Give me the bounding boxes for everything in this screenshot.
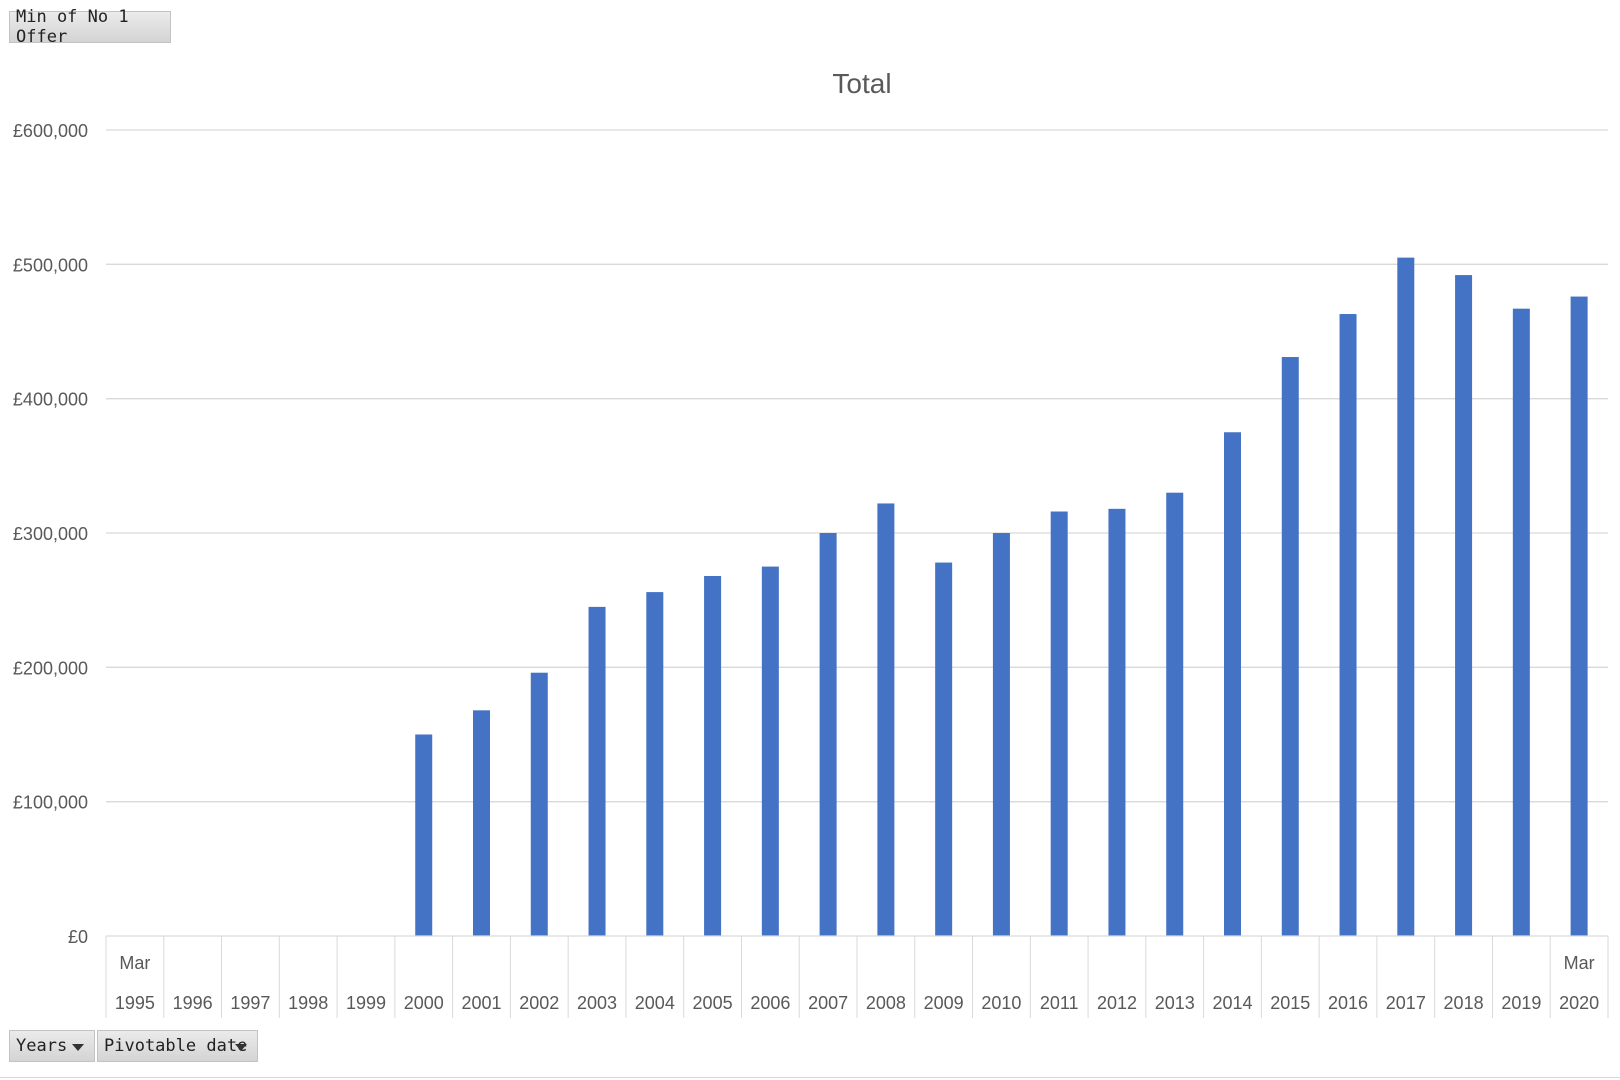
y-tick-label: £400,000: [13, 390, 88, 410]
bar-2012: [1108, 508, 1126, 936]
x-sub-label: Mar: [1564, 953, 1595, 973]
bar-2004: [646, 592, 664, 936]
x-tick-label: 2011: [1040, 993, 1079, 1013]
y-tick-label: £300,000: [13, 524, 88, 544]
bar-2010: [992, 533, 1010, 936]
bar-2016: [1339, 314, 1357, 937]
bar-2013: [1166, 492, 1184, 936]
x-tick-label: 1997: [230, 993, 270, 1013]
bar-2006: [761, 566, 779, 936]
y-tick-label: £0: [68, 927, 88, 947]
y-tick-label: £600,000: [13, 121, 88, 141]
y-axis-ticks: £0 £100,000 £200,000 £300,000 £400,000 £500,0…: [13, 121, 88, 947]
x-tick-label: 2007: [808, 993, 848, 1013]
bar-2018: [1455, 275, 1473, 937]
x-sub-label: Mar: [119, 953, 150, 973]
value-field-label: Min of No 1 Offer: [16, 7, 129, 47]
years-field-label: Years: [16, 1036, 68, 1056]
x-tick-label: 2012: [1097, 993, 1137, 1013]
x-tick-label: 2020: [1559, 993, 1599, 1013]
bar-2015: [1281, 357, 1299, 937]
x-tick-label: 2008: [866, 993, 906, 1013]
bar-2007: [819, 533, 837, 936]
x-tick-label: 2002: [519, 993, 559, 1013]
bar-2011: [1050, 511, 1068, 936]
x-tick-label: 2010: [981, 993, 1021, 1013]
gridlines: [106, 129, 1608, 803]
bar-2009: [935, 562, 953, 936]
sheet-divider: [0, 1077, 1620, 1078]
dropdown-arrow-icon[interactable]: [235, 1044, 247, 1051]
x-tick-label: 1995: [115, 993, 155, 1013]
bar-2000: [415, 734, 433, 936]
pivotable-date-field-button[interactable]: Pivotable date: [97, 1030, 258, 1062]
years-field-button[interactable]: Years: [9, 1030, 95, 1062]
bars: [415, 257, 1588, 937]
bar-2003: [588, 606, 606, 936]
bar-2002: [530, 672, 548, 936]
x-tick-label: 2004: [635, 993, 675, 1013]
y-tick-label: £200,000: [13, 658, 88, 678]
pivotable-date-field-label: Pivotable date: [104, 1036, 248, 1056]
chart-title: Total: [832, 68, 891, 99]
x-tick-label: 2015: [1270, 993, 1310, 1013]
bar-2019: [1512, 308, 1530, 936]
bar-2017: [1397, 257, 1415, 936]
bar-2008: [877, 503, 895, 936]
bar-2001: [473, 710, 490, 936]
x-tick-label: 1998: [288, 993, 328, 1013]
x-tick-label: 2006: [750, 993, 790, 1013]
x-tick-label: 2005: [693, 993, 733, 1013]
value-field-button[interactable]: Min of No 1 Offer: [9, 7, 171, 47]
x-tick-label: 1999: [346, 993, 386, 1013]
bar-2020: [1570, 296, 1588, 936]
bar-2014: [1224, 432, 1241, 936]
y-tick-label: £500,000: [13, 255, 88, 275]
x-tick-label: 2003: [577, 993, 617, 1013]
x-tick-label: 2000: [404, 993, 444, 1013]
x-tick-label: 2016: [1328, 993, 1368, 1013]
x-tick-label: 2018: [1444, 993, 1484, 1013]
x-tick-label: 2009: [924, 993, 964, 1013]
x-tick-label: 2013: [1155, 993, 1195, 1013]
x-tick-label: 2001: [461, 993, 501, 1013]
y-tick-label: £100,000: [13, 793, 88, 813]
x-tick-label: 2017: [1386, 993, 1426, 1013]
x-tick-label: 2014: [1212, 993, 1252, 1013]
dropdown-arrow-icon[interactable]: [72, 1044, 84, 1051]
x-tick-label: 1996: [173, 993, 213, 1013]
x-axis: 1995 Mar 1996 1997 1998 1999 2000 2001 2002 2003 2…: [105, 935, 1609, 1018]
bar-2005: [704, 575, 722, 936]
x-tick-label: 2019: [1501, 993, 1541, 1013]
